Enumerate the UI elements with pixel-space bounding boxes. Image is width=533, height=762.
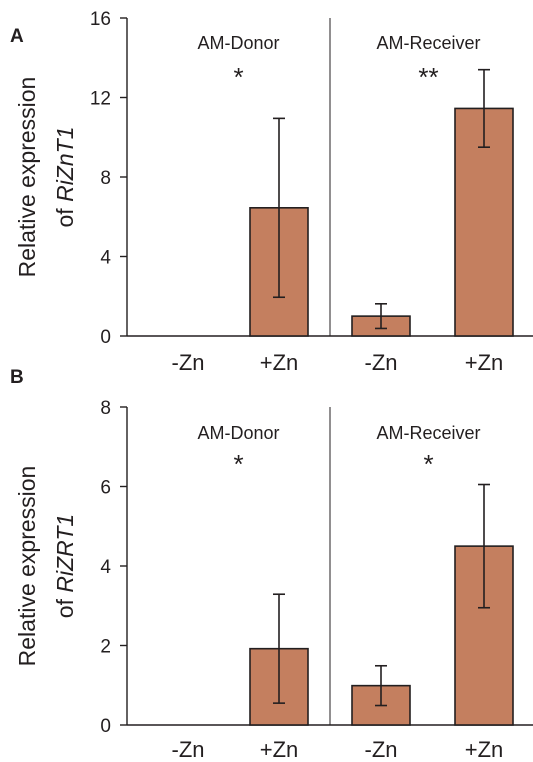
y-tick-label: 6 xyxy=(100,478,111,499)
y-tick-label: 8 xyxy=(100,398,111,419)
y-axis-label-gene-name: RiZnT1 xyxy=(52,127,78,202)
x-tick-label: +Zn xyxy=(260,737,299,762)
y-axis-label-prefix: of xyxy=(52,593,78,619)
significance-marker: * xyxy=(233,449,243,479)
significance-marker: * xyxy=(423,449,433,479)
x-tick-label: -Zn xyxy=(365,737,398,762)
panel-label: A xyxy=(10,26,24,47)
y-axis-label: Relative expression xyxy=(14,466,40,667)
x-tick-label: +Zn xyxy=(465,350,504,375)
significance-marker: * xyxy=(233,62,243,92)
y-tick-label: 2 xyxy=(100,637,111,658)
group-label: AM-Donor xyxy=(197,33,279,53)
y-tick-label: 4 xyxy=(100,557,111,578)
y-tick-label: 0 xyxy=(100,327,111,348)
chart-panel-b: B 0 2 4 6 8 AM-Donor * AM-Receiver * -Zn +Zn -Zn +Zn R… xyxy=(10,367,533,762)
significance-marker: ** xyxy=(418,62,438,92)
y-tick-label: 16 xyxy=(90,9,111,30)
x-tick-label: +Zn xyxy=(260,350,299,375)
y-axis-label: Relative expression xyxy=(14,77,40,278)
x-tick-label: -Zn xyxy=(172,737,205,762)
y-tick-label: 8 xyxy=(100,168,111,189)
y-tick-label: 0 xyxy=(100,716,111,737)
chart-panel-a: A 0 4 8 12 16 AM-Donor * AM-Receiver ** -Zn +Zn -Zn +… xyxy=(10,9,533,375)
y-axis-label-prefix: of xyxy=(52,202,78,228)
y-tick-label: 12 xyxy=(90,89,111,110)
group-label: AM-Receiver xyxy=(376,423,480,443)
panel-label: B xyxy=(10,367,24,388)
x-tick-label: +Zn xyxy=(465,737,504,762)
y-axis-label-gene: of RiZRT1 xyxy=(52,514,78,618)
x-tick-label: -Zn xyxy=(365,350,398,375)
group-label: AM-Receiver xyxy=(376,33,480,53)
y-axis-label-gene: of RiZnT1 xyxy=(52,127,78,228)
y-tick-label: 4 xyxy=(100,248,111,269)
group-label: AM-Donor xyxy=(197,423,279,443)
x-tick-label: -Zn xyxy=(172,350,205,375)
y-axis-label-gene-name: RiZRT1 xyxy=(52,514,78,593)
